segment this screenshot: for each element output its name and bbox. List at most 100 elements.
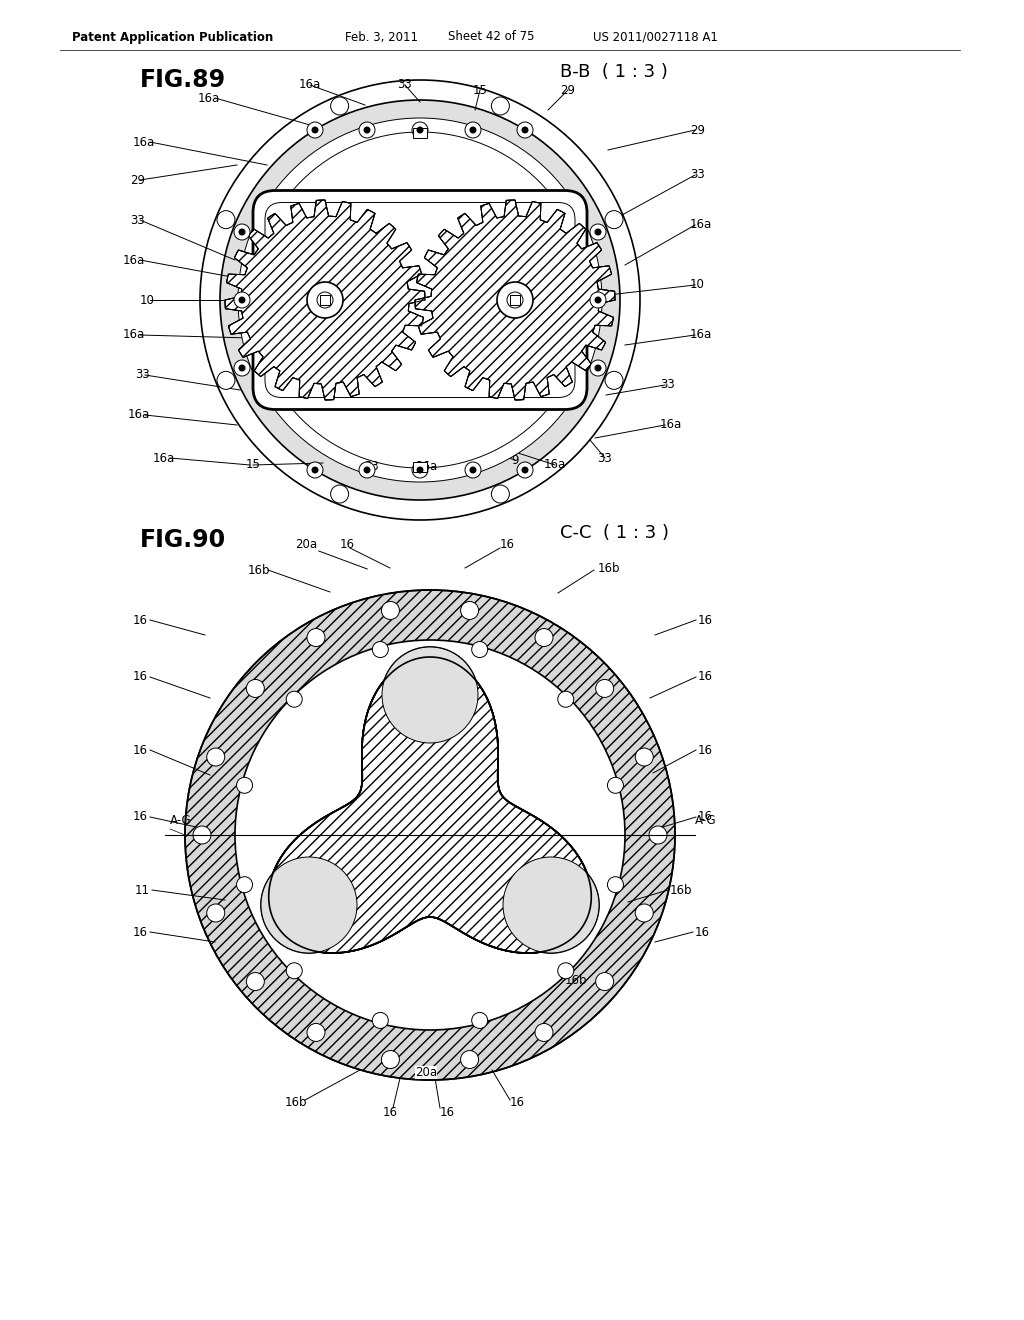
Circle shape [461, 1051, 478, 1068]
Text: 16: 16 [698, 743, 713, 756]
Polygon shape [225, 201, 425, 400]
Text: 16b: 16b [248, 564, 270, 577]
Circle shape [364, 466, 371, 474]
Circle shape [465, 121, 481, 139]
Text: 16: 16 [133, 743, 148, 756]
Text: 16a: 16a [416, 461, 438, 474]
Circle shape [517, 121, 534, 139]
Text: 16a: 16a [544, 458, 566, 471]
Circle shape [461, 602, 478, 619]
Polygon shape [268, 657, 591, 953]
Circle shape [331, 96, 348, 115]
Text: 16a: 16a [198, 91, 220, 104]
Circle shape [331, 484, 348, 503]
Circle shape [239, 297, 246, 304]
Circle shape [595, 297, 601, 304]
Circle shape [412, 462, 428, 478]
Circle shape [234, 360, 250, 376]
Circle shape [373, 1012, 388, 1028]
Text: 15: 15 [246, 458, 260, 471]
Circle shape [247, 680, 264, 697]
Text: 16b: 16b [670, 883, 692, 896]
Text: 29: 29 [130, 173, 145, 186]
Circle shape [596, 680, 613, 697]
Text: 29: 29 [560, 83, 575, 96]
Text: US 2011/0027118 A1: US 2011/0027118 A1 [593, 30, 718, 44]
Text: 16: 16 [383, 1106, 398, 1118]
Circle shape [590, 224, 606, 240]
Circle shape [217, 371, 234, 389]
Circle shape [649, 826, 667, 843]
Text: 33: 33 [365, 461, 379, 474]
Circle shape [465, 462, 481, 478]
Circle shape [307, 282, 343, 318]
Bar [413, 128, 427, 139]
Text: 16: 16 [133, 810, 148, 824]
Text: 16: 16 [133, 614, 148, 627]
Circle shape [517, 462, 534, 478]
Circle shape [287, 962, 302, 978]
Text: 16: 16 [133, 671, 148, 684]
Circle shape [307, 121, 323, 139]
Text: 10: 10 [690, 279, 705, 292]
Circle shape [607, 777, 624, 793]
Text: 16: 16 [510, 1096, 525, 1109]
Circle shape [238, 117, 602, 482]
Text: 16a: 16a [123, 253, 145, 267]
Text: 16b: 16b [598, 561, 621, 574]
Circle shape [535, 1023, 553, 1041]
Circle shape [469, 466, 476, 474]
Circle shape [220, 100, 620, 500]
FancyBboxPatch shape [265, 202, 575, 397]
Circle shape [497, 282, 534, 318]
Circle shape [605, 371, 623, 389]
Text: 33: 33 [660, 379, 675, 392]
Circle shape [311, 466, 318, 474]
Text: 33: 33 [135, 368, 150, 381]
Circle shape [605, 211, 623, 228]
Circle shape [317, 292, 333, 308]
Bar [319, 294, 330, 305]
Text: A-G: A-G [170, 814, 191, 828]
Text: 33: 33 [690, 169, 705, 181]
Text: 33: 33 [130, 214, 145, 227]
Text: 16a: 16a [128, 408, 150, 421]
Circle shape [252, 132, 588, 469]
Text: B-B  ( 1 : 3 ): B-B ( 1 : 3 ) [560, 63, 668, 81]
Text: A-G: A-G [695, 814, 717, 828]
Text: Feb. 3, 2011: Feb. 3, 2011 [345, 30, 418, 44]
Text: 20a: 20a [295, 539, 317, 552]
Circle shape [417, 127, 424, 133]
Circle shape [207, 748, 224, 766]
Circle shape [492, 484, 509, 503]
Circle shape [503, 857, 599, 953]
Text: 16a: 16a [690, 219, 713, 231]
Circle shape [558, 692, 573, 708]
Circle shape [364, 127, 371, 133]
Circle shape [247, 973, 264, 990]
Circle shape [381, 602, 399, 619]
Circle shape [558, 962, 573, 978]
Text: 16a: 16a [123, 329, 145, 342]
Text: 16: 16 [698, 810, 713, 824]
Text: 16: 16 [695, 925, 710, 939]
Text: Patent Application Publication: Patent Application Publication [72, 30, 273, 44]
Text: 20a: 20a [415, 1065, 437, 1078]
Circle shape [307, 628, 325, 647]
Circle shape [590, 360, 606, 376]
Polygon shape [268, 657, 591, 953]
Text: 29: 29 [690, 124, 705, 136]
Text: 16b: 16b [565, 974, 588, 986]
Text: 11: 11 [135, 883, 150, 896]
Circle shape [507, 292, 523, 308]
Circle shape [261, 857, 357, 953]
Circle shape [373, 642, 388, 657]
Circle shape [237, 876, 253, 892]
Text: Sheet 42 of 75: Sheet 42 of 75 [449, 30, 535, 44]
Circle shape [307, 1023, 325, 1041]
Circle shape [382, 647, 478, 743]
Circle shape [607, 876, 624, 892]
Text: 16: 16 [440, 1106, 455, 1118]
Circle shape [521, 466, 528, 474]
Text: 16a: 16a [153, 451, 175, 465]
